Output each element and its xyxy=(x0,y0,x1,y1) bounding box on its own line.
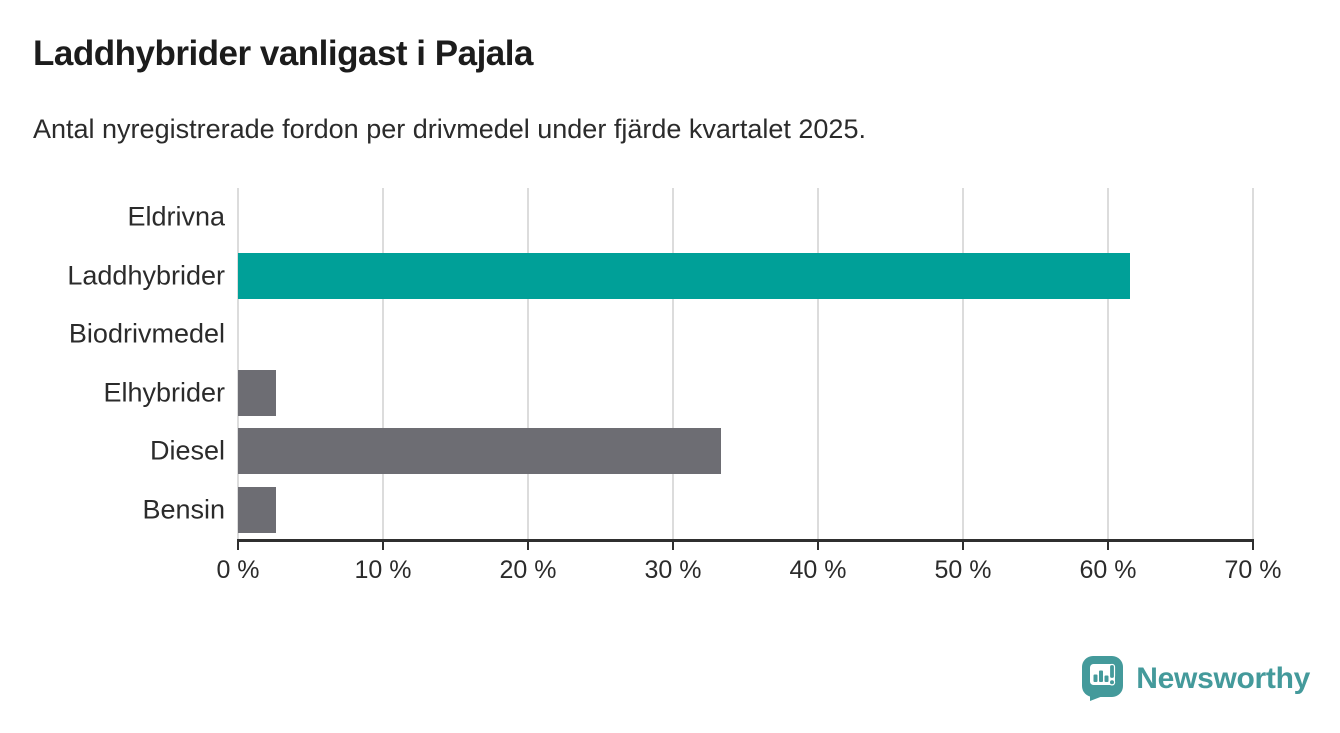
axis-tick xyxy=(962,539,964,550)
axis-tick xyxy=(237,539,239,550)
gridline xyxy=(817,188,819,539)
axis-tick-label: 60 % xyxy=(1079,556,1137,584)
axis-tick-label: 10 % xyxy=(354,556,412,584)
gridline xyxy=(527,188,529,539)
chart-title: Laddhybrider vanligast i Pajala xyxy=(33,34,533,73)
category-label: Diesel xyxy=(149,435,225,466)
bar xyxy=(238,428,721,475)
axis-tick xyxy=(1107,539,1109,550)
brand-footer: Newsworthy xyxy=(1080,655,1310,702)
bar-rows: Eldrivna Laddhybrider Biodrivmedel Elhybrid… xyxy=(67,188,1253,540)
bar xyxy=(238,369,276,416)
axis-tick-label: 70 % xyxy=(1224,556,1282,584)
gridline xyxy=(1107,188,1109,539)
axis-tick xyxy=(527,539,529,550)
chart-row: Eldrivna xyxy=(127,188,1253,247)
gridline xyxy=(672,188,674,539)
axis-tick xyxy=(1252,539,1254,550)
plot-area: Eldrivna Laddhybrider Biodrivmedel Elhybrid… xyxy=(67,188,1281,584)
axis-tick-label: 40 % xyxy=(789,556,847,584)
category-label: Bensin xyxy=(142,494,225,525)
brand-name: Newsworthy xyxy=(1136,661,1310,695)
axis-tick-label: 30 % xyxy=(644,556,702,584)
axis-tick-label: 50 % xyxy=(934,556,992,584)
chart-row: Elhybrider xyxy=(103,364,1253,423)
chart-row: Laddhybrider xyxy=(67,247,1253,306)
newsworthy-logo-icon xyxy=(1080,655,1126,702)
axis-tick-label: 20 % xyxy=(499,556,557,584)
chart-row: Biodrivmedel xyxy=(69,305,1253,364)
bar xyxy=(238,486,276,533)
gridline xyxy=(382,188,384,539)
chart-row: Diesel xyxy=(150,422,1253,481)
gridline xyxy=(237,188,239,539)
category-label: Biodrivmedel xyxy=(68,318,225,349)
bar xyxy=(238,252,1130,299)
category-label: Elhybrider xyxy=(103,377,225,408)
category-label: Laddhybrider xyxy=(67,260,225,291)
gridline xyxy=(1252,188,1254,539)
axis-tick xyxy=(672,539,674,550)
chart-subtitle: Antal nyregistrerade fordon per drivmede… xyxy=(33,114,866,144)
category-label: Eldrivna xyxy=(127,201,225,232)
axis-tick xyxy=(382,539,384,550)
axis-tick-label: 0 % xyxy=(216,556,260,584)
gridline xyxy=(962,188,964,539)
axis-tick xyxy=(817,539,819,550)
chart-row: Bensin xyxy=(142,481,1253,540)
